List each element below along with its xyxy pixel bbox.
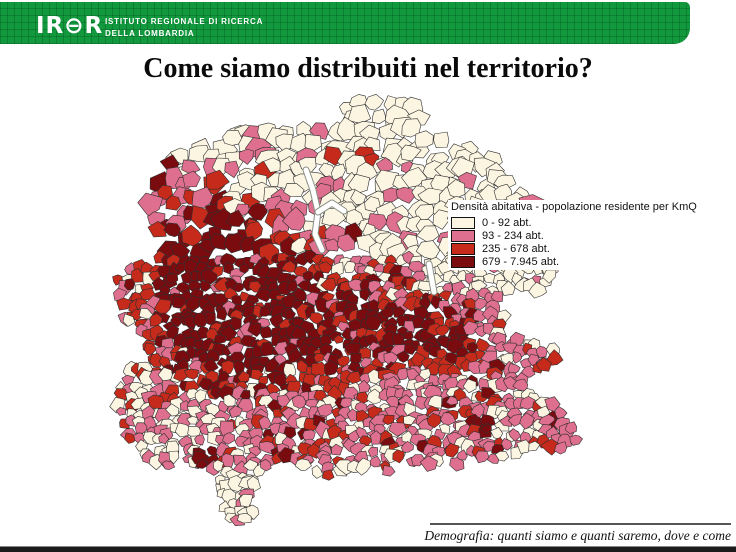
legend-label: 93 - 234 abt. bbox=[482, 229, 544, 242]
legend-item: 679 - 7.945 abt. bbox=[451, 255, 697, 268]
footer-caption: Demografia: quanti siamo e quanti saremo… bbox=[424, 528, 731, 543]
header-band: IR⊖R ISTITUTO REGIONALE DI RICERCA DELLA… bbox=[0, 2, 690, 44]
legend-swatch bbox=[451, 255, 475, 268]
irer-logo: IR⊖R bbox=[36, 13, 104, 39]
institute-line1: ISTITUTO REGIONALE DI RICERCA bbox=[105, 17, 264, 26]
legend-label: 0 - 92 abt. bbox=[482, 216, 532, 229]
legend-label: 679 - 7.945 abt. bbox=[482, 255, 560, 268]
legend-swatch bbox=[451, 216, 475, 229]
footer-rule bbox=[430, 523, 731, 525]
legend-swatch bbox=[451, 242, 475, 255]
institute-name: ISTITUTO REGIONALE DI RICERCA DELLA LOMB… bbox=[105, 16, 263, 40]
slide-title: Come siamo distribuiti nel territorio? bbox=[143, 53, 593, 84]
legend-label: 235 - 678 abt. bbox=[482, 242, 550, 255]
legend-items: 0 - 92 abt. 93 - 234 abt. 235 - 678 abt. 67… bbox=[451, 216, 697, 268]
legend-swatch bbox=[451, 229, 475, 242]
legend-title: Densità abitativa - popolazione resident… bbox=[451, 201, 697, 213]
legend-item: 93 - 234 abt. bbox=[451, 229, 697, 242]
map-legend: Densità abitativa - popolazione resident… bbox=[448, 200, 700, 270]
bottom-bar bbox=[0, 546, 736, 552]
institute-line2: DELLA LOMBARDIA bbox=[105, 29, 195, 38]
legend-item: 0 - 92 abt. bbox=[451, 216, 697, 229]
legend-item: 235 - 678 abt. bbox=[451, 242, 697, 255]
